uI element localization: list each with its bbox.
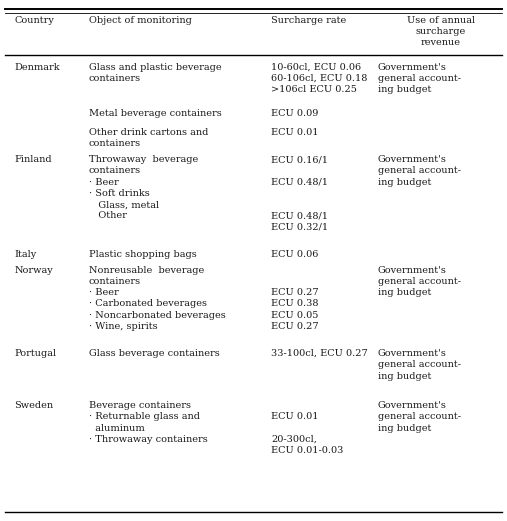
Text: Object of monitoring: Object of monitoring [89,16,192,24]
Text: 10-60cl, ECU 0.06
60-106cl, ECU 0.18
>106cl ECU 0.25: 10-60cl, ECU 0.06 60-106cl, ECU 0.18 >10… [271,63,368,94]
Text: Norway: Norway [14,266,53,275]
Text: ECU 0.01: ECU 0.01 [271,128,319,137]
Text: ECU 0.01

20-300cl,
ECU 0.01-0.03: ECU 0.01 20-300cl, ECU 0.01-0.03 [271,401,344,455]
Text: Country: Country [14,16,54,24]
Text: Sweden: Sweden [14,401,53,410]
Text: Finland: Finland [14,155,52,164]
Text: ECU 0.09: ECU 0.09 [271,109,318,118]
Text: Surcharge rate: Surcharge rate [271,16,346,24]
Text: Denmark: Denmark [14,63,60,71]
Text: ECU 0.06: ECU 0.06 [271,250,318,259]
Text: ECU 0.27
ECU 0.38
ECU 0.05
ECU 0.27: ECU 0.27 ECU 0.38 ECU 0.05 ECU 0.27 [271,266,319,331]
Text: Portugal: Portugal [14,349,56,358]
Text: Italy: Italy [14,250,37,259]
Text: Nonreusable  beverage
containers
· Beer
· Carbonated beverages
· Noncarbonated b: Nonreusable beverage containers · Beer ·… [89,266,226,331]
Text: Government's
general account-
ing budget: Government's general account- ing budget [378,155,461,187]
Text: Plastic shopping bags: Plastic shopping bags [89,250,197,259]
Text: Glass and plastic beverage
containers: Glass and plastic beverage containers [89,63,222,83]
Text: Throwaway  beverage
containers
· Beer
· Soft drinks
   Glass, metal
   Other: Throwaway beverage containers · Beer · S… [89,155,198,220]
Text: Government's
general account-
ing budget: Government's general account- ing budget [378,401,461,432]
Text: 33-100cl, ECU 0.27: 33-100cl, ECU 0.27 [271,349,368,358]
Text: Government's
general account-
ing budget: Government's general account- ing budget [378,349,461,380]
Text: ECU 0.16/1

ECU 0.48/1


ECU 0.48/1
ECU 0.32/1: ECU 0.16/1 ECU 0.48/1 ECU 0.48/1 ECU 0.3… [271,155,329,232]
Text: Other drink cartons and
containers: Other drink cartons and containers [89,128,208,148]
Text: Metal beverage containers: Metal beverage containers [89,109,222,118]
Text: Government's
general account-
ing budget: Government's general account- ing budget [378,266,461,297]
Text: Government's
general account-
ing budget: Government's general account- ing budget [378,63,461,94]
Text: Glass beverage containers: Glass beverage containers [89,349,220,358]
Text: Use of annual
surcharge
revenue: Use of annual surcharge revenue [407,16,475,47]
Text: Beverage containers
· Returnable glass and
  aluminum
· Throwaway containers: Beverage containers · Returnable glass a… [89,401,207,444]
